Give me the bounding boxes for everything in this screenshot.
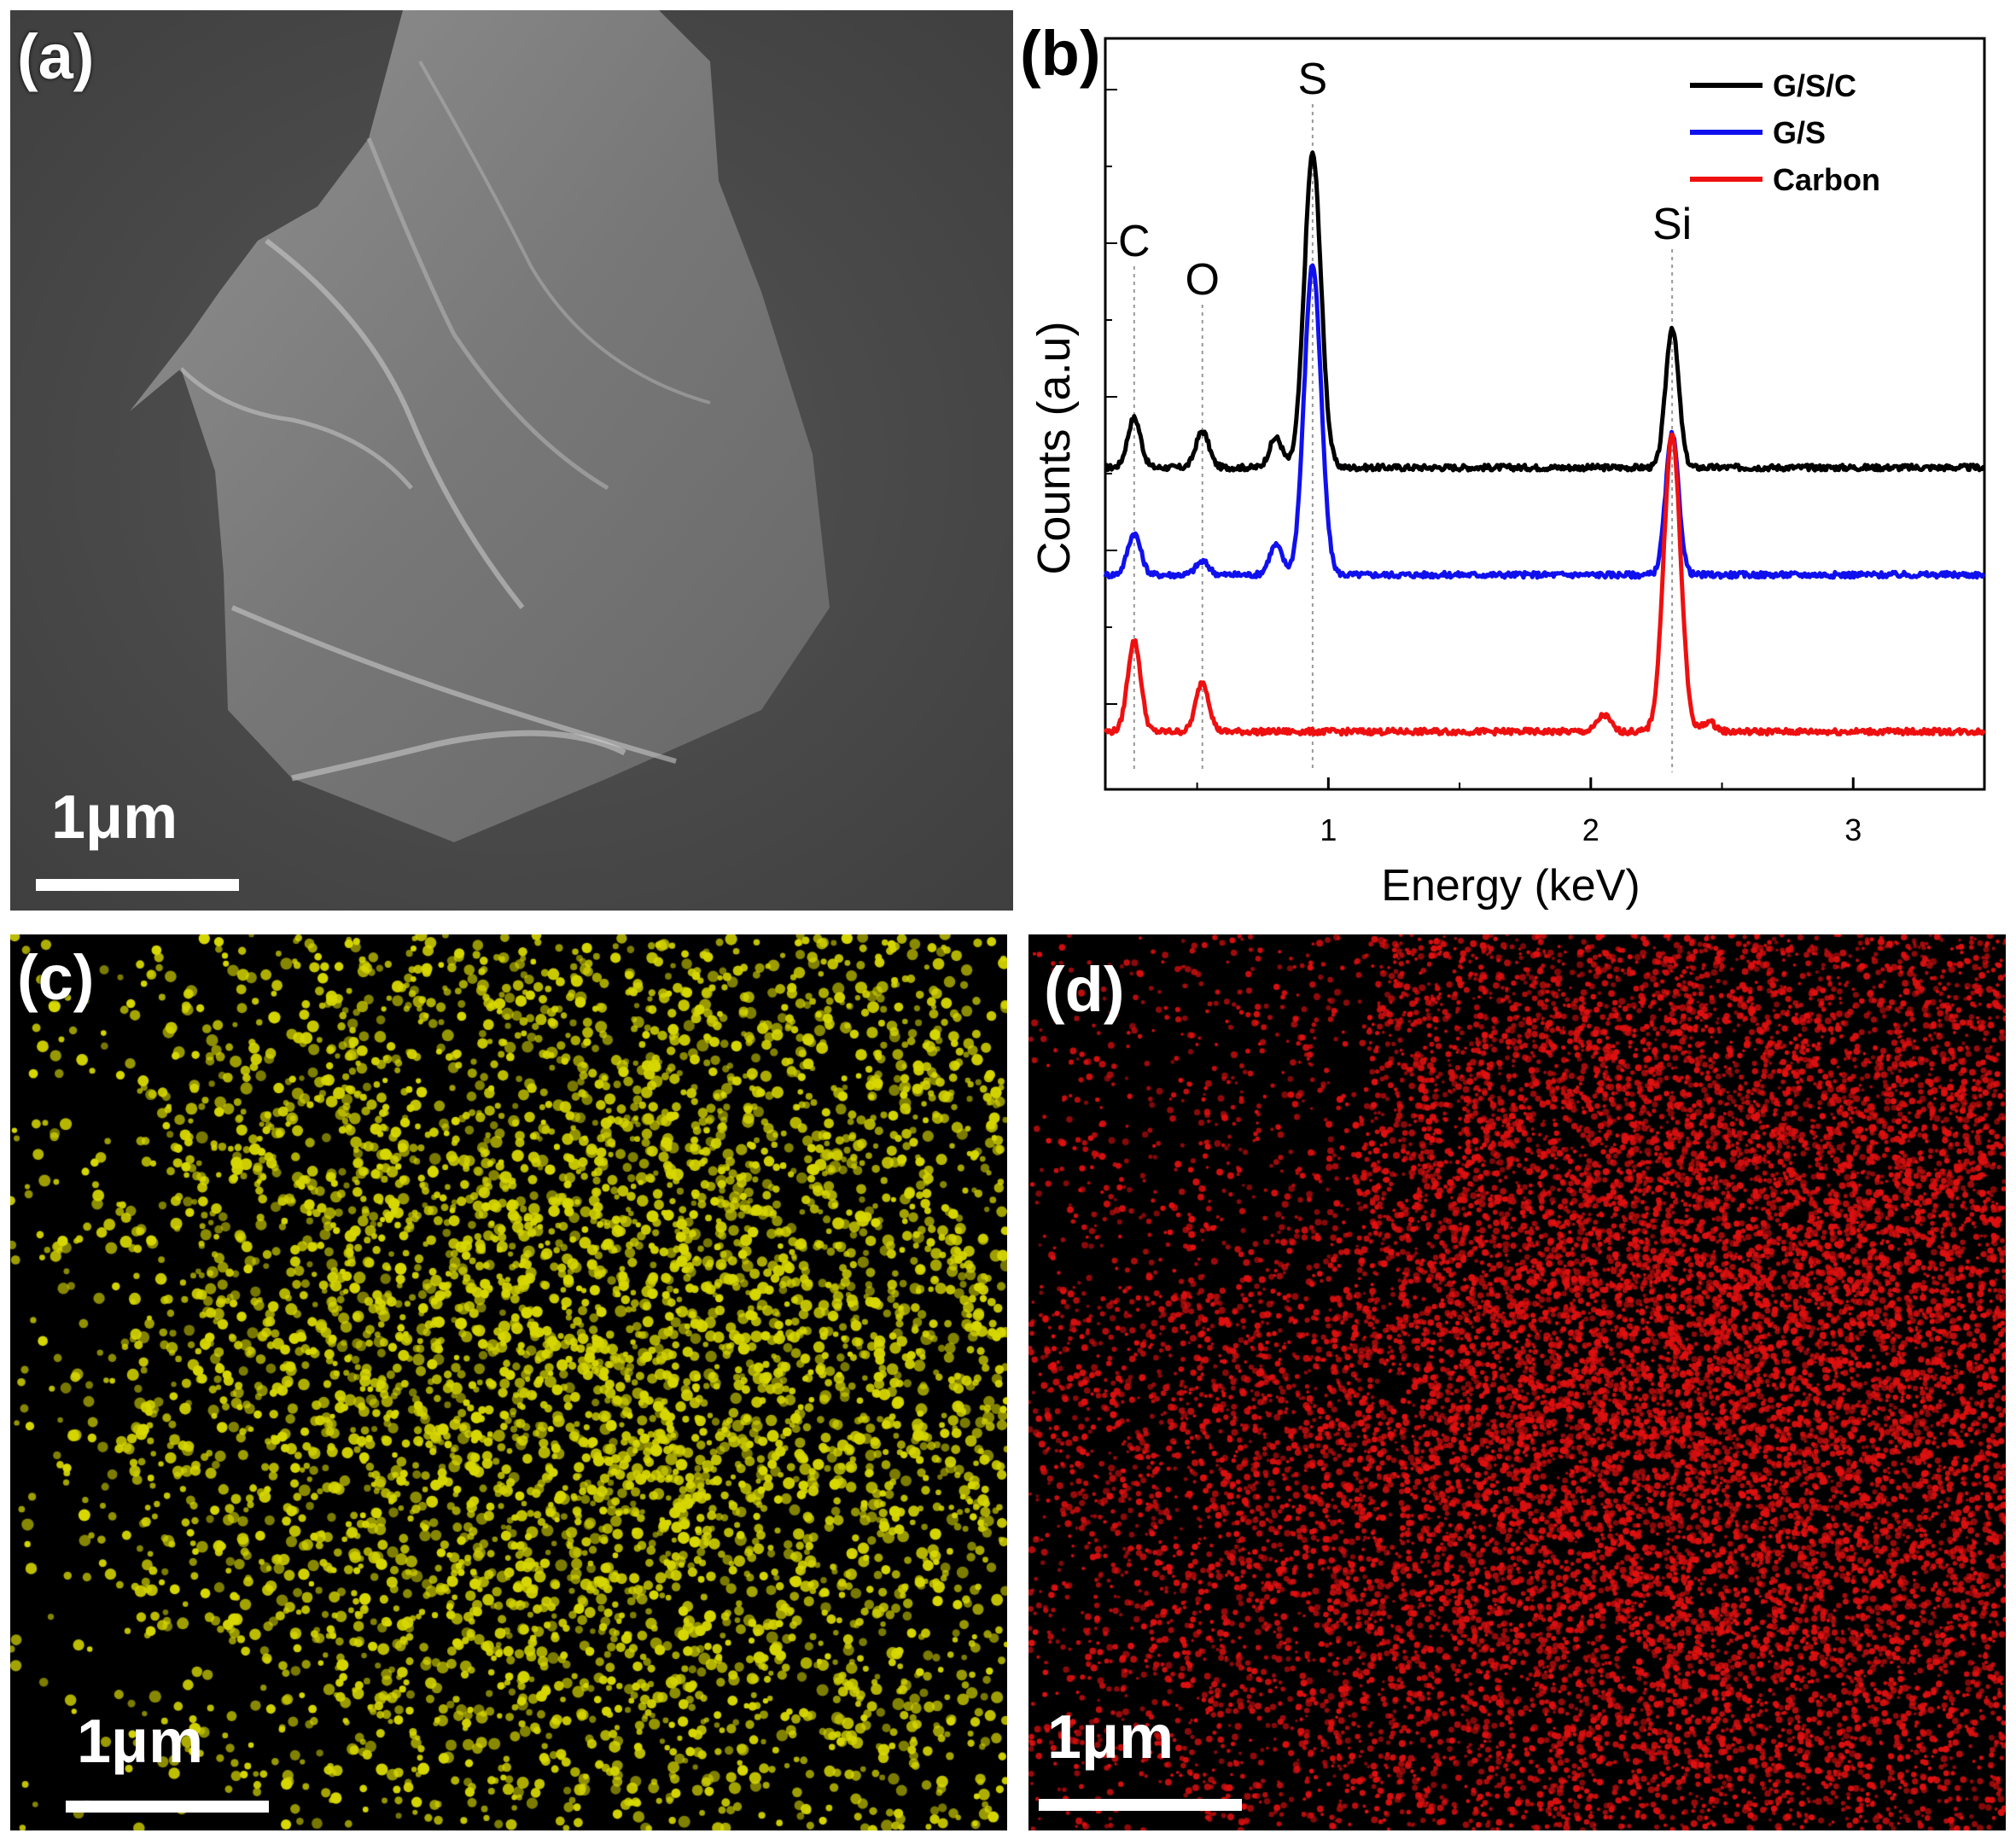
plot-frame — [1104, 37, 1986, 791]
graphene-flake — [130, 10, 830, 842]
scale-bar-d — [1039, 1799, 1242, 1811]
scale-bar-label-a: 1μm — [51, 783, 178, 852]
legend-label: G/S/C — [1773, 68, 1856, 103]
annotation-c: C — [1118, 217, 1151, 266]
element-map-yellow — [10, 934, 1007, 1830]
element-map-yellow-panel: (c) 1μm — [10, 934, 1007, 1830]
x-tick-label: 2 — [1582, 812, 1599, 847]
series-line-g-s — [1103, 263, 1986, 580]
legend-label: G/S — [1773, 115, 1826, 150]
element-map-red-panel: (d) 1μm — [1028, 934, 2006, 1830]
sem-image — [10, 10, 1013, 911]
panel-label-c: (c) — [17, 942, 95, 1013]
panel-label-a: (a) — [17, 21, 95, 92]
panel-label-d: (d) — [1044, 954, 1125, 1025]
x-axis-label: Energy (keV) — [1381, 861, 1640, 911]
element-map-red — [1028, 934, 2006, 1830]
scale-bar-label-d: 1μm — [1047, 1703, 1174, 1772]
eds-spectrum-chart: 1 2 3 Energy (keV) Counts (a.u) CO S Si G/S/C G/S… — [1028, 37, 1986, 911]
y-axis-label: Counts (a.u) — [1028, 321, 1080, 574]
series-line-carbon — [1103, 432, 1986, 737]
series-line-g-s-c — [1104, 150, 1985, 473]
annotation-o: O — [1186, 255, 1220, 305]
scale-bar-a — [36, 879, 239, 891]
legend-label: Carbon — [1773, 162, 1880, 197]
x-tick-label: 3 — [1844, 812, 1862, 847]
annotation-s: S — [1298, 55, 1328, 104]
annotation-si: Si — [1652, 200, 1692, 249]
eds-spectrum-panel: 1 2 3 Energy (keV) Counts (a.u) C O S Si G/S/C G/S… — [1020, 0, 2016, 930]
scale-bar-c — [66, 1801, 269, 1813]
x-tick-label: 1 — [1320, 812, 1337, 847]
sem-image-panel: (a) 1μm — [10, 10, 1013, 911]
scale-bar-label-c: 1μm — [77, 1708, 204, 1776]
panel-label-b: (b) — [1020, 18, 1101, 89]
